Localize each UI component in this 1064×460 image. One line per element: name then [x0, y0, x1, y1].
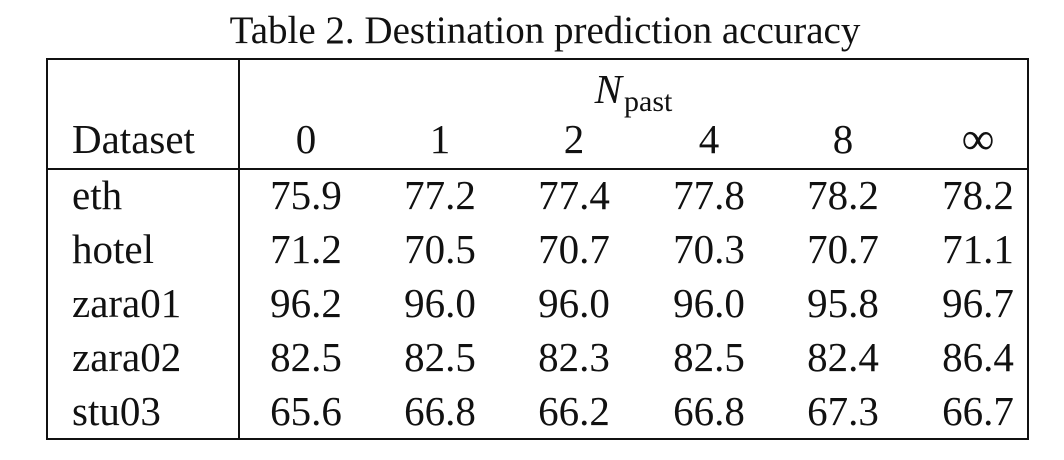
table-cell: 70.7: [538, 226, 610, 272]
table-cell: 82.5: [270, 334, 342, 380]
table-cell: 77.2: [404, 172, 476, 218]
table-cell: 96.0: [404, 280, 476, 326]
table-cell: 75.9: [270, 172, 342, 218]
table-cell: 66.8: [673, 388, 745, 434]
table-cell: 82.5: [404, 334, 476, 380]
dataset-column-header: Dataset: [72, 116, 195, 162]
table-cell: 70.5: [404, 226, 476, 272]
table-cell: 65.6: [270, 388, 342, 434]
table-cell: 71.2: [270, 226, 342, 272]
row-label-eth: eth: [72, 172, 123, 218]
table-cell: 78.2: [942, 172, 1014, 218]
table-cell: 66.2: [538, 388, 610, 434]
row-label-hotel: hotel: [72, 226, 154, 272]
column-header-infinity: ∞: [961, 113, 995, 164]
table-cell: 66.7: [942, 388, 1014, 434]
row-label-stu03: stu03: [72, 388, 161, 434]
header-divider: [48, 168, 1027, 170]
table-cell: 66.8: [404, 388, 476, 434]
table-cell: 96.7: [942, 280, 1014, 326]
table-cell: 82.4: [807, 334, 879, 380]
column-divider: [238, 60, 240, 438]
table-cell: 96.0: [538, 280, 610, 326]
column-header-4: 4: [698, 116, 720, 162]
table-cell: 95.8: [807, 280, 879, 326]
table-cell: 82.5: [673, 334, 745, 380]
table-cell: 78.2: [807, 172, 879, 218]
row-label-zara02: zara02: [72, 334, 182, 380]
results-table: Npast Dataset 0 1 2 4 8 ∞ eth 75.9 77.2 …: [46, 58, 1029, 440]
table-cell: 96.2: [270, 280, 342, 326]
table-cell: 70.7: [807, 226, 879, 272]
npast-symbol: N: [594, 66, 623, 112]
column-header-1: 1: [429, 116, 451, 162]
table-cell: 96.0: [673, 280, 745, 326]
column-header-2: 2: [563, 116, 585, 162]
table-cell: 71.1: [942, 226, 1014, 272]
table-caption: Table 2. Destination prediction accuracy: [229, 9, 861, 52]
npast-subscript: past: [624, 85, 673, 118]
table-cell: 86.4: [942, 334, 1014, 380]
table-cell: 77.4: [538, 172, 610, 218]
npast-group-header: Npast: [240, 60, 1027, 118]
table-cell: 82.3: [538, 334, 610, 380]
column-header-0: 0: [295, 116, 317, 162]
column-header-8: 8: [832, 116, 854, 162]
table-cell: 77.8: [673, 172, 745, 218]
row-label-zara01: zara01: [72, 280, 182, 326]
table-cell: 67.3: [807, 388, 879, 434]
table-cell: 70.3: [673, 226, 745, 272]
